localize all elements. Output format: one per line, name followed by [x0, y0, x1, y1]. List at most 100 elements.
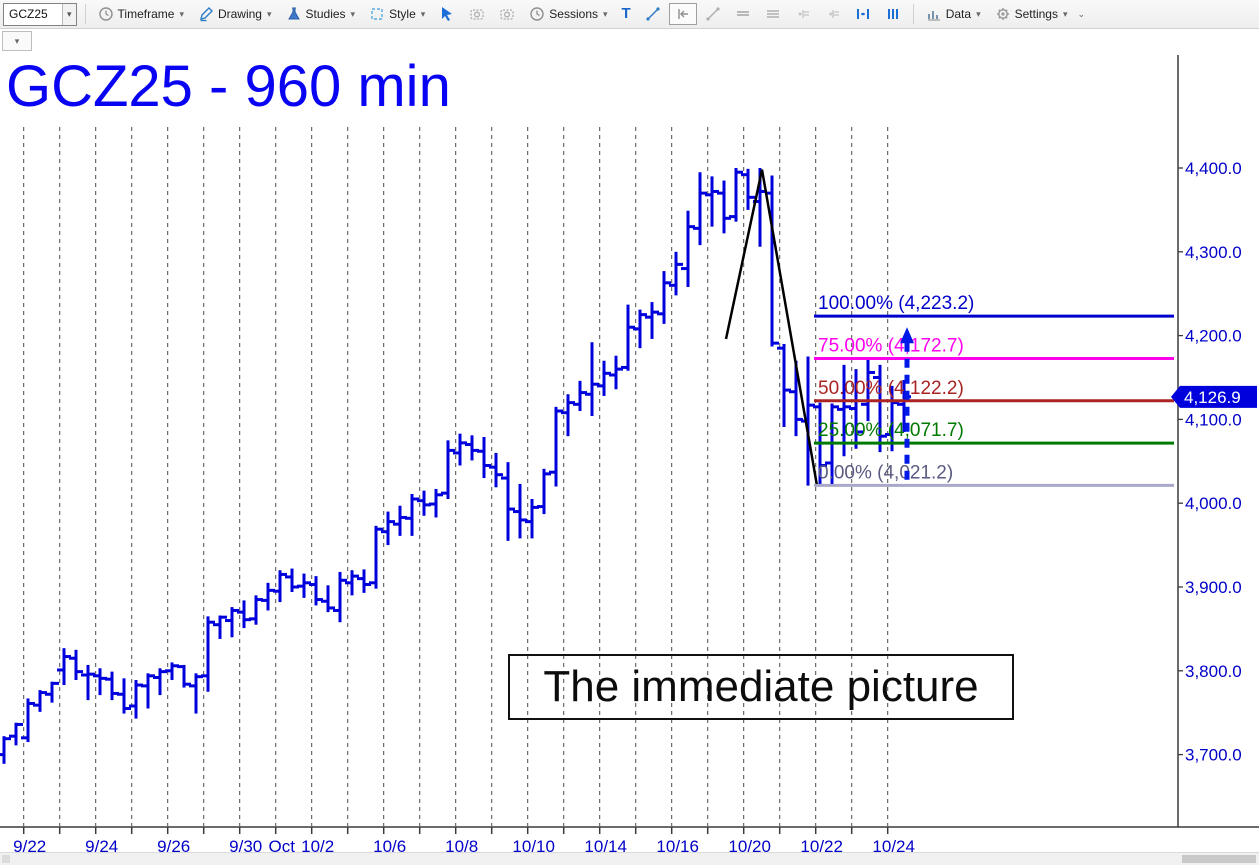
timeframe-button[interactable]: Timeframe ▾ — [92, 3, 190, 25]
align-right-button[interactable] — [819, 3, 847, 25]
sessions-label: Sessions — [549, 7, 598, 21]
toolbar: GCZ25 ▾ Timeframe ▾ Drawing ▾ Studies ▾ … — [0, 0, 1259, 29]
date-label: 10/10 — [512, 837, 555, 856]
align-left-button[interactable] — [789, 3, 817, 25]
date-label: 9/24 — [85, 837, 118, 856]
date-label: 10/16 — [656, 837, 699, 856]
price-bar — [273, 570, 287, 603]
price-bar — [633, 309, 647, 349]
price-bar — [669, 251, 683, 296]
pen-line-icon — [706, 7, 720, 21]
price-label: 4,000.0 — [1185, 494, 1242, 513]
price-bar — [861, 359, 875, 422]
chevron-down-icon: ▾ — [266, 8, 272, 19]
hlines-tool-button-2[interactable] — [759, 3, 787, 25]
date-label: 9/26 — [157, 837, 190, 856]
price-bar — [57, 648, 71, 686]
go-to-start-button[interactable] — [668, 3, 697, 25]
freehand-tool-button[interactable] — [699, 3, 727, 25]
scrollbar-corner — [2, 855, 10, 863]
price-bar — [453, 433, 467, 466]
price-bar — [621, 304, 635, 371]
style-button[interactable]: Style ▾ — [363, 3, 431, 25]
annotation-box[interactable]: The immediate picture — [508, 654, 1014, 720]
hlines-tool-button-1[interactable] — [729, 3, 757, 25]
bar-spacing-decrease-button[interactable] — [849, 3, 877, 25]
price-bar — [69, 649, 83, 681]
price-bar — [573, 380, 587, 412]
bar-spacing-increase-button[interactable] — [879, 3, 907, 25]
drawing-button[interactable]: Drawing ▾ — [192, 3, 278, 25]
style-label: Style — [389, 7, 416, 21]
arrow-to-start-icon — [678, 9, 688, 19]
studies-button[interactable]: Studies ▾ — [280, 3, 362, 25]
panel-collapse-button[interactable]: ▾ — [2, 31, 32, 51]
price-bar — [249, 595, 263, 625]
snapshot-button-2[interactable] — [493, 3, 521, 25]
date-label: 10/22 — [800, 837, 843, 856]
trendline-tool-button[interactable] — [639, 3, 667, 25]
gear-icon — [996, 8, 1009, 20]
price-bar — [885, 385, 899, 452]
price-bar — [549, 406, 563, 487]
scrollbar-thumb[interactable] — [1182, 855, 1256, 863]
bar-width-icon — [856, 9, 869, 19]
toolbar-overflow-button[interactable]: ⌄ — [1077, 8, 1086, 19]
horizontal-scrollbar[interactable] — [0, 852, 1259, 865]
price-bar — [261, 582, 275, 611]
date-label: 10/14 — [584, 837, 627, 856]
horizontal-lines-icon — [766, 10, 779, 18]
price-bar — [681, 210, 695, 287]
chevron-down-icon[interactable]: ▾ — [62, 3, 76, 25]
chevron-down-icon: ▾ — [420, 8, 426, 19]
align-lines-icon — [828, 10, 839, 18]
price-bar — [81, 664, 95, 701]
price-bar — [597, 360, 611, 396]
chevron-down-icon: ▾ — [976, 8, 981, 19]
price-bar — [45, 681, 59, 703]
price-bar — [153, 668, 167, 696]
symbol-value[interactable]: GCZ25 — [9, 6, 48, 21]
projection-arrow-head — [900, 327, 914, 344]
price-bar — [33, 690, 47, 712]
price-bar — [513, 483, 527, 539]
price-bar — [525, 499, 539, 539]
data-button[interactable]: Data ▾ — [920, 3, 987, 25]
symbol-input[interactable]: GCZ25 ▾ — [3, 2, 77, 26]
sessions-button[interactable]: Sessions ▾ — [523, 3, 613, 25]
price-bar — [393, 505, 407, 536]
text-tool-button[interactable]: T — [616, 3, 637, 25]
bar-chart-icon — [927, 11, 940, 21]
price-bar — [189, 673, 203, 714]
settings-button[interactable]: Settings ▾ — [989, 3, 1074, 25]
price-bar — [285, 568, 299, 593]
clock-icon — [530, 7, 544, 21]
price-bar — [477, 436, 491, 479]
fib-level-label: 50.00% (4,122.2) — [818, 378, 964, 399]
toolbar-divider — [912, 4, 914, 24]
price-label: 4,300.0 — [1185, 243, 1242, 262]
timeframe-label: Timeframe — [117, 7, 175, 21]
chart-title: GCZ25 - 960 min — [6, 54, 451, 119]
date-label: 10/20 — [728, 837, 771, 856]
text-tool-icon: T — [621, 5, 631, 22]
price-bar — [777, 343, 791, 427]
trendline-drawing[interactable] — [724, 169, 819, 486]
price-bar — [645, 302, 659, 339]
camera-icon — [500, 9, 514, 20]
price-bar — [849, 369, 863, 449]
price-bar — [405, 493, 419, 536]
price-bar — [693, 172, 707, 246]
pointer-tool-button[interactable] — [433, 3, 461, 25]
price-bar — [465, 435, 479, 461]
price-bar — [105, 671, 119, 701]
studies-label: Studies — [305, 7, 346, 21]
date-label: Oct — [268, 837, 295, 856]
price-bar — [141, 673, 155, 709]
price-bar — [0, 736, 11, 764]
price-bar — [345, 570, 359, 596]
snapshot-button-1[interactable] — [463, 3, 491, 25]
price-bar — [585, 342, 599, 417]
price-bar — [321, 585, 335, 613]
